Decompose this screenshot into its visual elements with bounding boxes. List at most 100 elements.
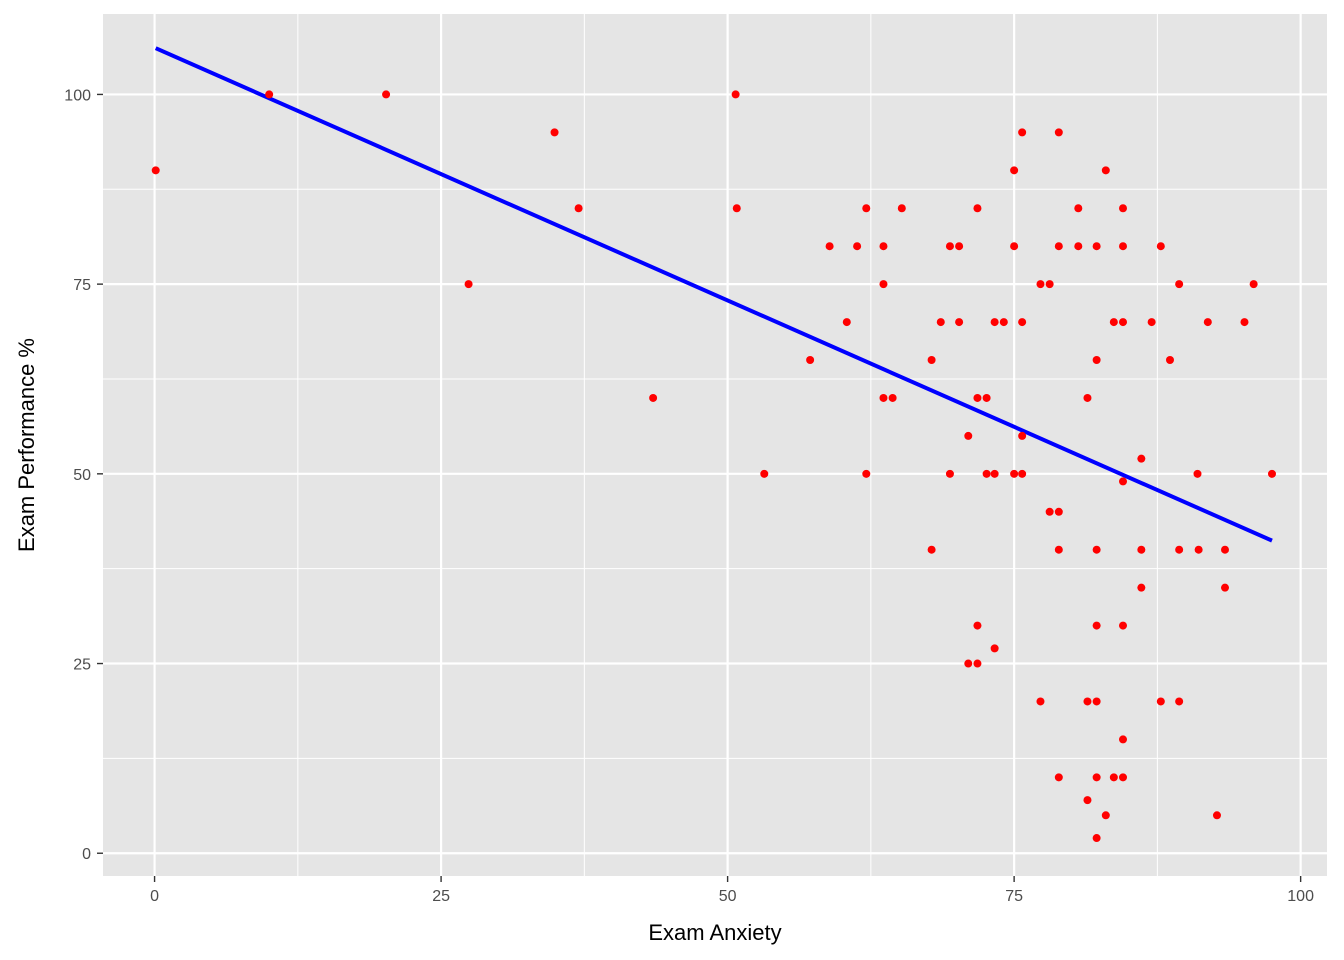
plot-panel: [103, 14, 1327, 876]
data-point: [806, 356, 815, 365]
data-point: [1018, 431, 1027, 440]
data-point: [1018, 469, 1027, 478]
data-point: [1054, 242, 1063, 251]
data-point: [973, 204, 982, 213]
data-point: [1018, 128, 1027, 137]
data-point: [888, 393, 897, 402]
data-point: [955, 242, 964, 251]
data-point: [1074, 242, 1083, 251]
x-axis-title: Exam Anxiety: [648, 920, 781, 945]
data-point: [382, 90, 391, 99]
data-point: [1193, 469, 1202, 478]
x-tick-label: 75: [1005, 888, 1023, 905]
data-point: [945, 469, 954, 478]
data-point: [879, 280, 888, 289]
data-point: [1203, 318, 1212, 327]
data-point: [1119, 318, 1127, 327]
data-point: [1240, 318, 1249, 327]
data-point: [1101, 811, 1110, 820]
y-axis: 0 25 50 75 100: [64, 87, 103, 863]
data-point: [990, 318, 999, 327]
data-point: [1137, 545, 1146, 554]
data-point: [1083, 796, 1092, 805]
x-tick-label: 100: [1287, 888, 1314, 905]
data-point: [1074, 204, 1083, 213]
data-point: [1175, 545, 1184, 554]
data-point: [1221, 545, 1229, 554]
data-point: [464, 280, 473, 289]
data-point: [550, 128, 559, 137]
data-point: [1175, 697, 1184, 706]
data-point: [862, 469, 871, 478]
data-point: [1092, 356, 1101, 365]
x-tick-label: 0: [150, 888, 159, 905]
data-point: [1119, 204, 1127, 213]
major-grid: [103, 14, 1327, 876]
data-point: [927, 356, 936, 365]
data-point: [1101, 166, 1110, 175]
data-point: [982, 469, 991, 478]
data-point: [964, 431, 973, 440]
data-point: [1054, 128, 1063, 137]
x-tick-label: 50: [719, 888, 737, 905]
data-point: [842, 318, 851, 327]
data-point: [1092, 621, 1101, 630]
data-point: [1109, 773, 1118, 782]
data-point: [1010, 166, 1019, 175]
minor-grid: [103, 14, 1327, 876]
data-point: [1249, 280, 1258, 289]
data-point: [760, 469, 769, 478]
data-point: [1036, 697, 1045, 706]
y-tick-label: 100: [64, 87, 91, 104]
data-point: [1054, 545, 1063, 554]
data-point: [1092, 697, 1101, 706]
data-point: [1119, 477, 1127, 486]
data-point: [973, 659, 982, 668]
data-point: [999, 318, 1008, 327]
data-point: [1045, 507, 1054, 516]
data-point: [1137, 583, 1146, 592]
data-point: [1054, 507, 1063, 516]
y-tick-label: 75: [73, 277, 91, 294]
regression-line: [154, 46, 1273, 543]
points-group: [151, 90, 1276, 843]
data-point: [1175, 280, 1184, 289]
data-point: [1212, 811, 1221, 820]
data-point: [990, 469, 999, 478]
x-tick-label: 25: [432, 888, 450, 905]
data-point: [1109, 318, 1118, 327]
data-point: [825, 242, 834, 251]
x-axis: 0 25 50 75 100: [150, 876, 1314, 905]
data-point: [1083, 697, 1092, 706]
y-axis-title: Exam Performance %: [14, 338, 39, 552]
fit-line-group: [154, 46, 1273, 543]
data-point: [1147, 318, 1156, 327]
y-tick-label: 50: [73, 467, 91, 484]
data-point: [1194, 545, 1203, 554]
data-point: [1092, 773, 1101, 782]
data-point: [1083, 393, 1092, 402]
data-point: [1010, 469, 1019, 478]
data-point: [879, 393, 888, 402]
data-point: [879, 242, 888, 251]
data-point: [927, 545, 936, 554]
data-point: [973, 393, 982, 402]
data-point: [973, 621, 982, 630]
data-point: [936, 318, 945, 327]
data-point: [1137, 454, 1146, 463]
data-point: [732, 204, 741, 213]
data-point: [982, 393, 991, 402]
data-point: [731, 90, 740, 99]
data-point: [862, 204, 871, 213]
data-point: [1092, 834, 1101, 843]
data-point: [1018, 318, 1027, 327]
data-point: [1267, 469, 1276, 478]
data-point: [853, 242, 862, 251]
y-tick-label: 0: [82, 846, 91, 863]
data-point: [1010, 242, 1019, 251]
data-point: [1036, 280, 1045, 289]
data-point: [151, 166, 160, 175]
data-point: [1165, 356, 1174, 365]
data-point: [1092, 242, 1101, 251]
